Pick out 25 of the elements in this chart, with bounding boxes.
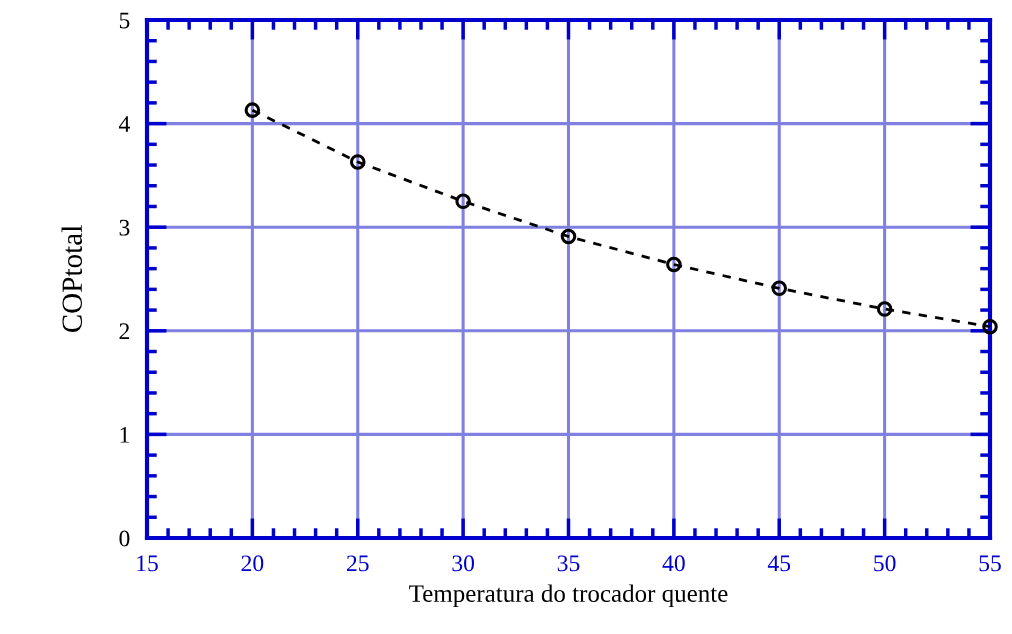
point [244,102,261,118]
y-tick-label: 2 [119,323,130,339]
point [876,301,893,317]
x-tick-label: 20 [241,555,264,572]
point [455,193,471,210]
x-tick-label: 55 [979,555,1001,572]
x-axis-title: Temperatura do trocador quente [409,584,728,608]
y-tick-label: 4 [118,116,130,132]
point [560,228,577,245]
y-tick-label: 0 [119,530,130,547]
point [349,154,366,170]
point [771,280,788,297]
x-tick-label: 45 [767,555,791,572]
y-axis-title: COPtotal [61,225,83,333]
point [982,318,998,335]
x-tick-label: 35 [557,555,580,572]
x-tick-label: 15 [137,555,158,572]
y-tick-label: 1 [120,427,129,443]
x-tick-label: 50 [874,555,896,572]
point [666,256,682,273]
y-tick-label: 3 [119,219,130,236]
x-tick-label: 30 [452,555,475,572]
x-tick-label: 40 [662,555,685,572]
x-tick-label: 25 [346,555,369,572]
y-tick-label: 5 [119,12,130,29]
